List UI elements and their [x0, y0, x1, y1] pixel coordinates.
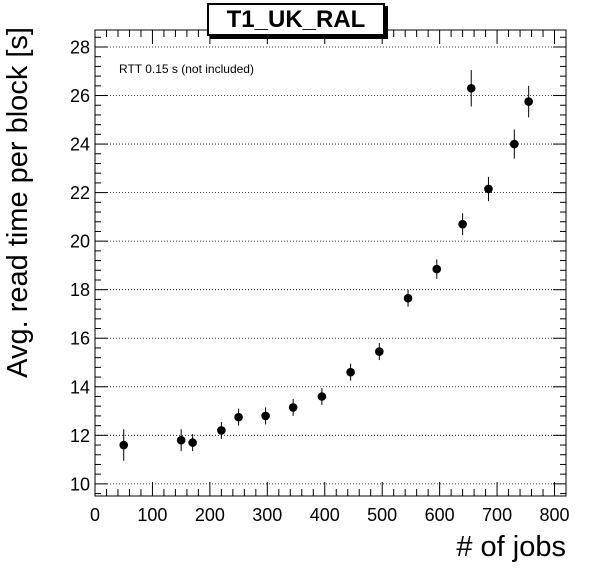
data-point [261, 411, 270, 421]
x-tick-label: 700 [482, 505, 512, 525]
data-point [346, 367, 355, 377]
data-point [234, 412, 243, 422]
x-tick-label: 500 [367, 505, 397, 525]
data-point [375, 347, 384, 356]
data-point [524, 97, 533, 106]
data-point [510, 139, 519, 149]
data-point [217, 426, 226, 435]
y-axis-ticks: 10 12 14 16 18 20 22 24 26 28 [70, 36, 566, 494]
data-point [119, 440, 129, 450]
data-point [458, 219, 467, 229]
data-point [317, 392, 327, 401]
x-tick-label: 200 [195, 505, 225, 525]
x-axis-label: # of jobs [456, 531, 566, 563]
data-point [432, 264, 442, 274]
y-tick-label: 28 [70, 37, 90, 57]
x-axis-ticks: 0 100 200 300 400 500 600 700 800 [90, 30, 570, 525]
y-tick-label: 18 [70, 280, 90, 300]
data-points [119, 70, 533, 461]
y-tick-label: 14 [70, 377, 90, 397]
x-tick-label: 100 [137, 505, 167, 525]
data-point [176, 435, 186, 445]
y-tick-label: 12 [70, 426, 90, 446]
y-tick-label: 20 [70, 232, 90, 252]
rtt-annotation: RTT 0.15 s (not included) [119, 62, 254, 76]
data-point [288, 403, 298, 412]
y-tick-label: 16 [70, 329, 90, 349]
x-tick-label: 300 [252, 505, 282, 525]
plot-frame [94, 29, 567, 497]
y-tick-label: 24 [70, 135, 90, 155]
data-point [484, 184, 493, 194]
data-point [403, 293, 413, 303]
y-tick-label: 10 [70, 474, 90, 494]
data-point [466, 83, 476, 93]
x-tick-label: 800 [539, 505, 569, 525]
y-tick-label: 22 [70, 183, 90, 203]
x-tick-label: 400 [310, 505, 340, 525]
x-tick-label: 0 [90, 505, 100, 525]
x-tick-label: 600 [425, 505, 455, 525]
y-tick-label: 26 [70, 86, 90, 106]
data-point [188, 438, 197, 447]
grid-lines [95, 46, 566, 485]
y-axis-label: Avg. read time per block [s] [2, 27, 34, 378]
chart-title: T1_UK_RAL [207, 3, 385, 36]
